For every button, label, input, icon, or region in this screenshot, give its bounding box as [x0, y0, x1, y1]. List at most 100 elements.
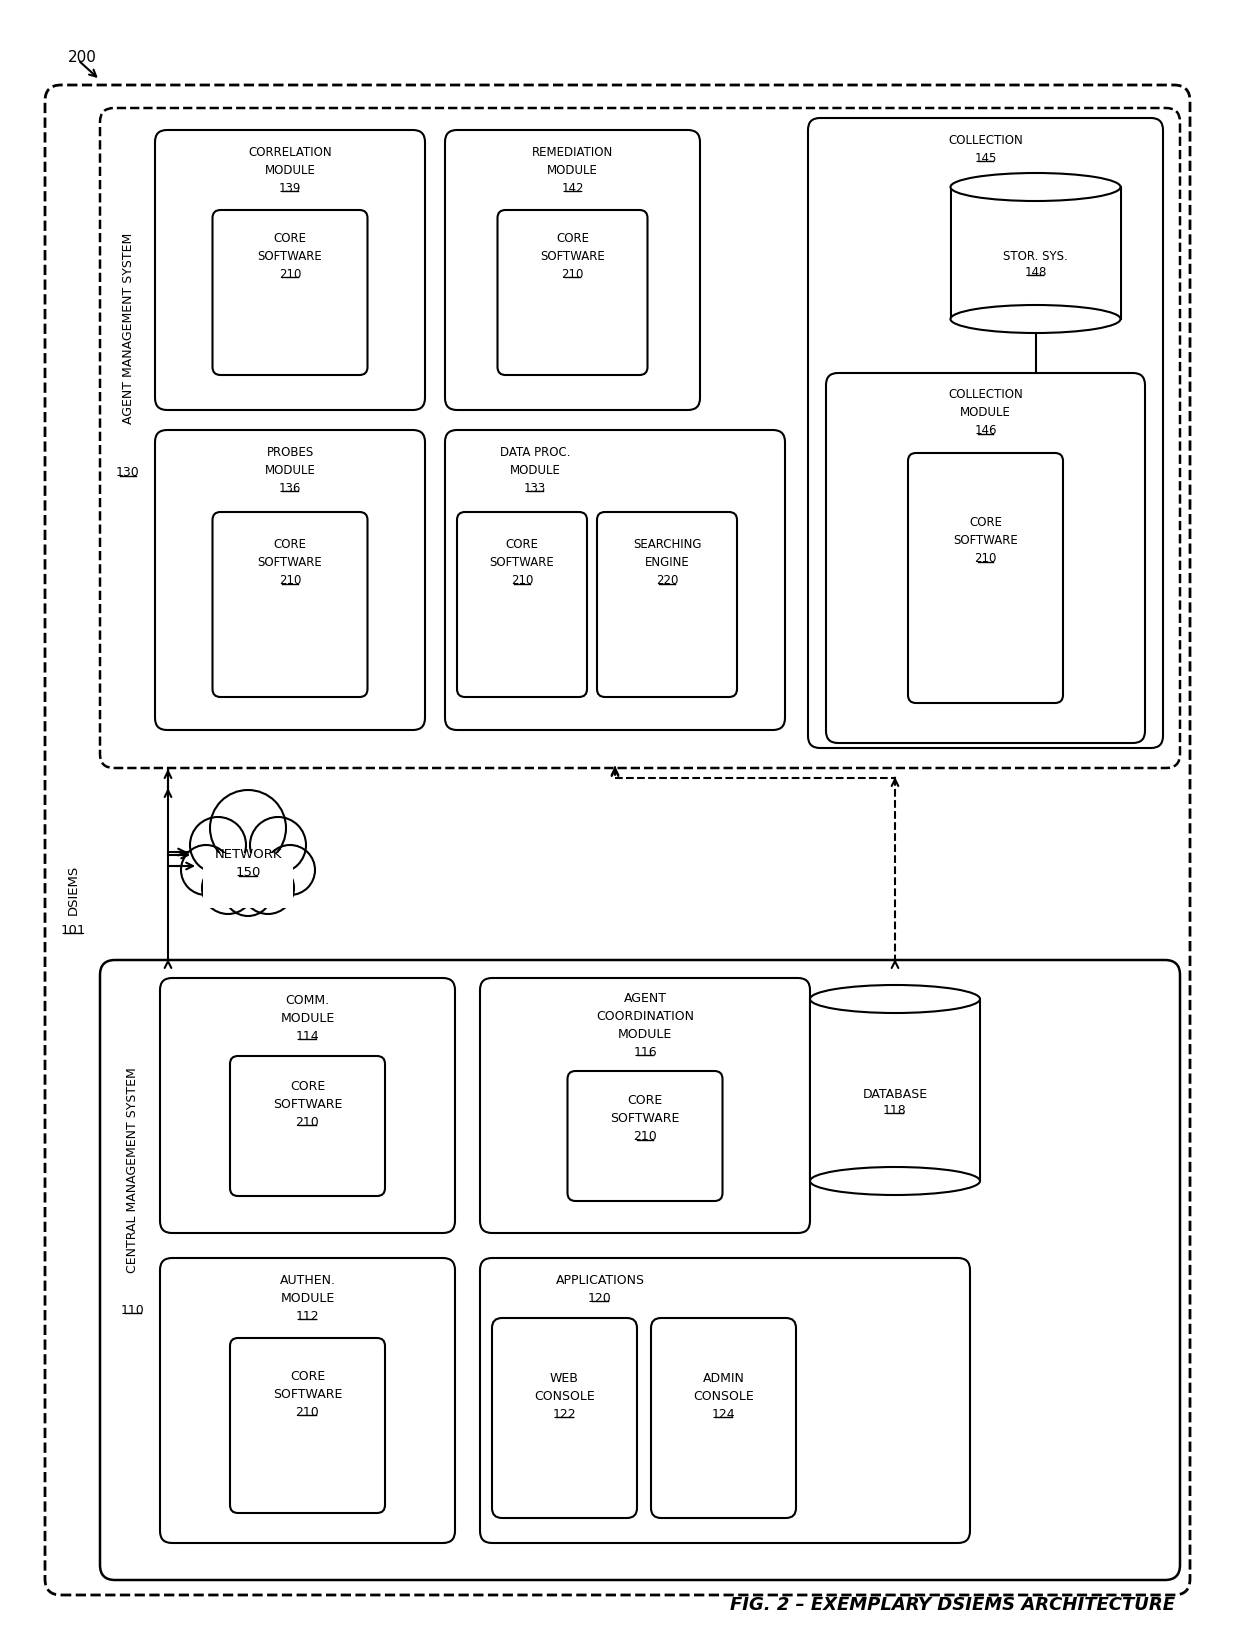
Text: MODULE: MODULE: [280, 1012, 335, 1025]
Text: 130: 130: [117, 467, 140, 479]
Text: 210: 210: [295, 1405, 320, 1418]
FancyBboxPatch shape: [212, 512, 367, 697]
Text: 101: 101: [61, 923, 86, 936]
Circle shape: [181, 846, 231, 895]
Text: SOFTWARE: SOFTWARE: [273, 1097, 342, 1110]
Text: CORE: CORE: [274, 538, 306, 551]
FancyBboxPatch shape: [908, 452, 1063, 702]
Text: CORRELATION: CORRELATION: [248, 145, 332, 158]
Text: FIG. 2 – EXEMPLARY DSIEMS ARCHITECTURE: FIG. 2 – EXEMPLARY DSIEMS ARCHITECTURE: [730, 1596, 1176, 1614]
Text: DATABASE: DATABASE: [863, 1087, 928, 1101]
Text: 112: 112: [295, 1309, 320, 1323]
FancyBboxPatch shape: [100, 961, 1180, 1579]
Text: CORE: CORE: [290, 1079, 325, 1092]
Text: CENTRAL MANAGEMENT SYSTEM: CENTRAL MANAGEMENT SYSTEM: [126, 1068, 139, 1273]
FancyBboxPatch shape: [497, 211, 647, 375]
Text: MODULE: MODULE: [510, 464, 560, 477]
Text: SOFTWARE: SOFTWARE: [258, 250, 322, 263]
FancyBboxPatch shape: [568, 1071, 723, 1201]
Ellipse shape: [810, 985, 980, 1013]
FancyBboxPatch shape: [445, 130, 701, 410]
FancyBboxPatch shape: [445, 429, 785, 730]
Circle shape: [190, 818, 246, 873]
Text: ENGINE: ENGINE: [645, 556, 689, 569]
Text: SOFTWARE: SOFTWARE: [610, 1112, 680, 1125]
Text: AUTHEN.: AUTHEN.: [279, 1273, 336, 1286]
FancyBboxPatch shape: [826, 373, 1145, 744]
Text: MODULE: MODULE: [280, 1291, 335, 1304]
Text: 200: 200: [68, 51, 97, 66]
Text: COORDINATION: COORDINATION: [596, 1010, 694, 1023]
Text: MODULE: MODULE: [264, 163, 315, 176]
Text: 142: 142: [562, 181, 584, 194]
Text: 110: 110: [122, 1303, 145, 1316]
Text: CORE: CORE: [627, 1094, 662, 1107]
Text: 118: 118: [883, 1104, 906, 1117]
FancyBboxPatch shape: [808, 118, 1163, 748]
Text: COLLECTION: COLLECTION: [949, 388, 1023, 401]
Text: 120: 120: [588, 1291, 611, 1304]
Ellipse shape: [951, 173, 1121, 201]
Text: 210: 210: [511, 574, 533, 587]
Text: 122: 122: [553, 1408, 577, 1421]
FancyBboxPatch shape: [480, 1258, 970, 1543]
Text: 210: 210: [279, 574, 301, 587]
Text: MODULE: MODULE: [618, 1028, 672, 1041]
FancyBboxPatch shape: [480, 979, 810, 1234]
Circle shape: [202, 862, 254, 915]
Text: SEARCHING: SEARCHING: [632, 538, 702, 551]
Text: NETWORK: NETWORK: [215, 849, 281, 862]
Text: 148: 148: [1024, 266, 1047, 278]
FancyBboxPatch shape: [155, 429, 425, 730]
Circle shape: [242, 862, 294, 915]
Text: 150: 150: [236, 867, 260, 880]
Ellipse shape: [810, 985, 980, 1013]
FancyBboxPatch shape: [596, 512, 737, 697]
FancyBboxPatch shape: [193, 849, 303, 918]
FancyBboxPatch shape: [100, 109, 1180, 768]
Text: 133: 133: [523, 482, 546, 495]
Text: 220: 220: [656, 574, 678, 587]
Text: WEB: WEB: [551, 1372, 579, 1385]
Text: 146: 146: [975, 424, 997, 438]
Text: COMM.: COMM.: [285, 994, 330, 1007]
Text: AGENT MANAGEMENT SYSTEM: AGENT MANAGEMENT SYSTEM: [122, 232, 134, 424]
Text: ADMIN: ADMIN: [703, 1372, 744, 1385]
FancyBboxPatch shape: [492, 1318, 637, 1518]
Text: DATA PROC.: DATA PROC.: [500, 446, 570, 459]
FancyBboxPatch shape: [203, 854, 293, 908]
FancyBboxPatch shape: [212, 211, 367, 375]
FancyBboxPatch shape: [458, 512, 587, 697]
Text: APPLICATIONS: APPLICATIONS: [556, 1273, 645, 1286]
Text: CORE: CORE: [506, 538, 538, 551]
Text: 145: 145: [975, 151, 997, 164]
Text: REMEDIATION: REMEDIATION: [532, 145, 613, 158]
Text: AGENT: AGENT: [624, 992, 667, 1005]
FancyBboxPatch shape: [229, 1337, 384, 1513]
Text: CONSOLE: CONSOLE: [693, 1390, 754, 1403]
Circle shape: [265, 846, 315, 895]
Ellipse shape: [951, 173, 1121, 201]
FancyBboxPatch shape: [651, 1318, 796, 1518]
Bar: [811, 999, 980, 1181]
Circle shape: [210, 790, 286, 865]
Text: CONSOLE: CONSOLE: [534, 1390, 595, 1403]
Text: SOFTWARE: SOFTWARE: [954, 535, 1018, 548]
Text: 210: 210: [279, 268, 301, 281]
Text: CORE: CORE: [968, 517, 1002, 530]
Text: MODULE: MODULE: [264, 464, 315, 477]
Text: PROBES: PROBES: [267, 446, 314, 459]
Text: 116: 116: [634, 1046, 657, 1058]
Circle shape: [224, 869, 272, 916]
Text: CORE: CORE: [274, 232, 306, 245]
Text: 210: 210: [634, 1130, 657, 1143]
Text: MODULE: MODULE: [547, 163, 598, 176]
Ellipse shape: [810, 1166, 980, 1194]
FancyBboxPatch shape: [45, 86, 1190, 1596]
Circle shape: [250, 818, 306, 873]
FancyBboxPatch shape: [155, 130, 425, 410]
Text: 114: 114: [295, 1030, 320, 1043]
Text: COLLECTION: COLLECTION: [949, 133, 1023, 146]
Text: 136: 136: [279, 482, 301, 495]
Text: MODULE: MODULE: [960, 406, 1011, 419]
